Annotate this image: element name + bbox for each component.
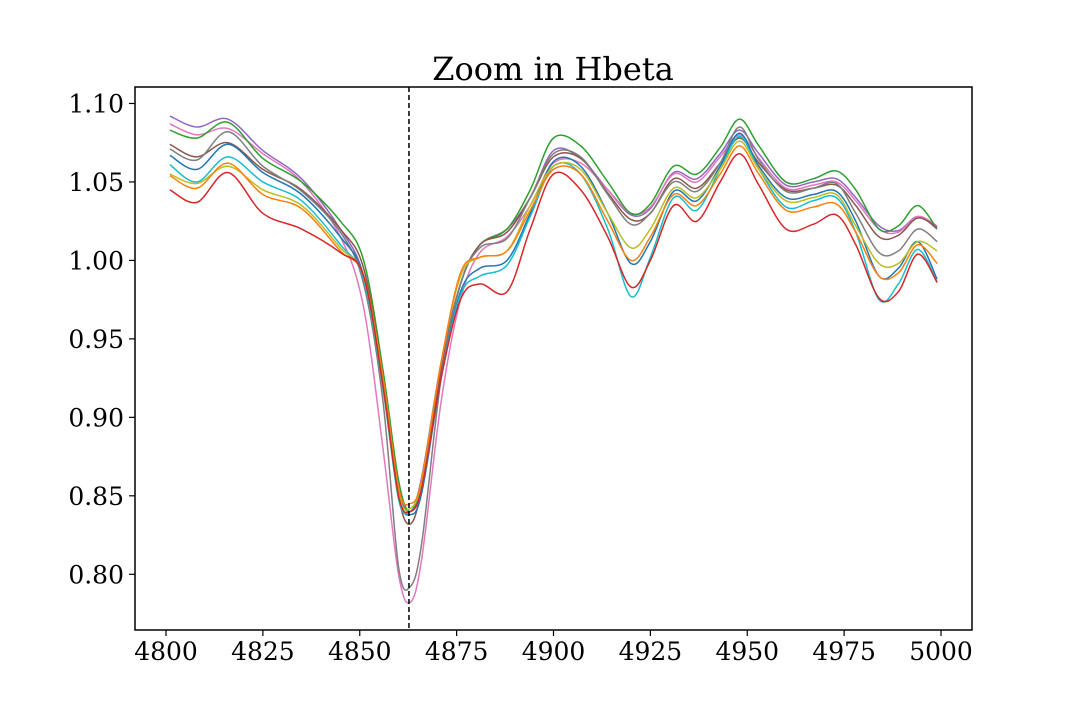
series-line-3 xyxy=(169,118,938,513)
y-tick-label: 1.05 xyxy=(68,168,124,197)
y-tick-label: 1.10 xyxy=(68,89,124,118)
x-tick-label: 4800 xyxy=(134,637,198,666)
y-tick-label: 0.90 xyxy=(68,403,124,432)
x-tick-label: 4825 xyxy=(231,637,295,666)
y-tick-label: 0.80 xyxy=(68,560,124,589)
series-line-6 xyxy=(169,132,938,516)
x-tick-label: 4925 xyxy=(619,637,683,666)
chart-title: Zoom in Hbeta xyxy=(432,50,674,88)
x-tick-label: 5000 xyxy=(909,637,973,666)
x-tick-label: 4900 xyxy=(522,637,586,666)
y-tick-label: 0.95 xyxy=(68,325,124,354)
ticks-layer: 4800 4825 4850 4875 4900 4925 4950 4975 5000 0.80… xyxy=(68,89,972,666)
y-tick-label: 0.85 xyxy=(68,482,124,511)
x-tick-label: 4875 xyxy=(425,637,489,666)
series-line-10 xyxy=(169,152,938,514)
x-tick-label: 4975 xyxy=(812,637,876,666)
x-tick-label: 4850 xyxy=(328,637,392,666)
x-tick-label: 4950 xyxy=(715,637,779,666)
y-tick-label: 1.00 xyxy=(68,246,124,275)
series-layer xyxy=(169,115,938,604)
plot-frame xyxy=(134,86,973,631)
